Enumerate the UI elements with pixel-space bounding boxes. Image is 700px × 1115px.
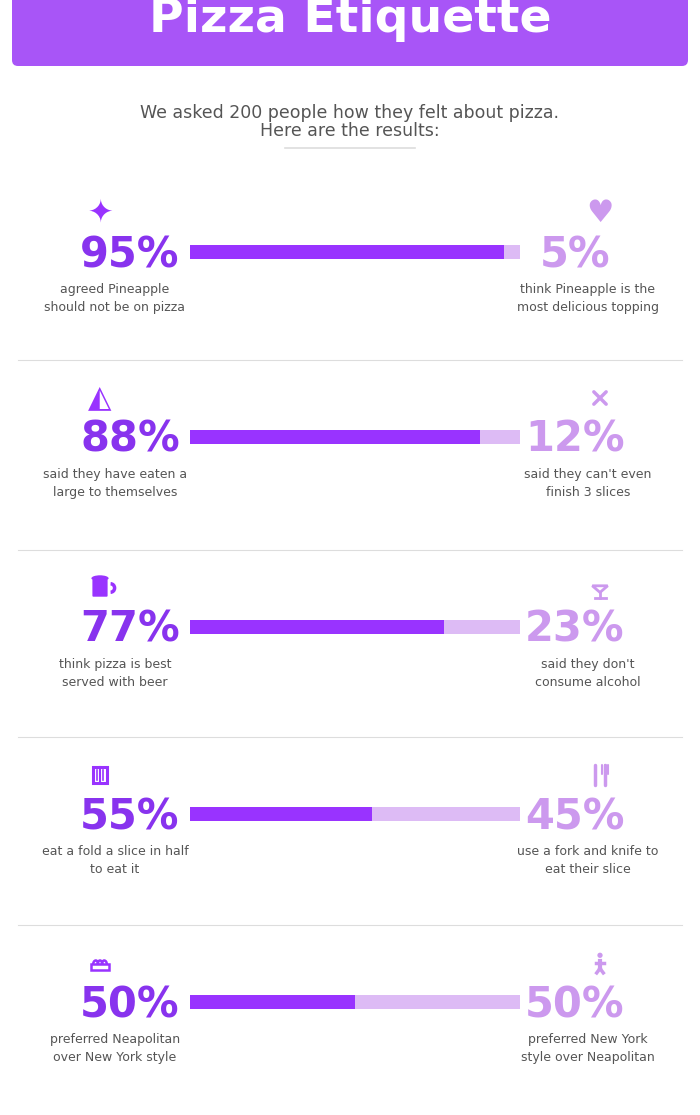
- Text: said they don't
consume alcohol: said they don't consume alcohol: [536, 658, 640, 689]
- Bar: [190, 995, 355, 1009]
- Text: eat a fold a slice in half
to eat it: eat a fold a slice in half to eat it: [41, 845, 188, 876]
- Text: think Pineapple is the
most delicious topping: think Pineapple is the most delicious to…: [517, 283, 659, 314]
- Bar: [190, 430, 520, 444]
- Bar: [93, 767, 106, 783]
- Bar: [190, 430, 480, 444]
- Text: Pizza Etiquette: Pizza Etiquette: [148, 0, 552, 42]
- Text: said they can't even
finish 3 slices: said they can't even finish 3 slices: [524, 468, 652, 500]
- Text: 95%: 95%: [80, 234, 180, 277]
- Text: preferred New York
style over Neapolitan: preferred New York style over Neapolitan: [521, 1032, 655, 1064]
- Text: ♥: ♥: [587, 198, 614, 227]
- Text: 12%: 12%: [525, 419, 625, 460]
- Text: think pizza is best
served with beer: think pizza is best served with beer: [59, 658, 172, 689]
- Text: We asked 200 people how they felt about pizza.: We asked 200 people how they felt about …: [141, 104, 559, 122]
- Text: said they have eaten a
large to themselves: said they have eaten a large to themselv…: [43, 468, 187, 500]
- Text: 77%: 77%: [80, 609, 180, 651]
- Text: ✦: ✦: [88, 198, 113, 227]
- Ellipse shape: [92, 575, 108, 581]
- Text: 55%: 55%: [80, 796, 180, 838]
- Text: 5%: 5%: [540, 234, 610, 277]
- Bar: [190, 807, 520, 821]
- FancyBboxPatch shape: [12, 0, 688, 66]
- Bar: [91, 964, 109, 970]
- Circle shape: [597, 952, 603, 958]
- Bar: [190, 995, 520, 1009]
- Bar: [190, 620, 444, 634]
- Text: use a fork and knife to
eat their slice: use a fork and knife to eat their slice: [517, 845, 659, 876]
- Text: agreed Pineapple
should not be on pizza: agreed Pineapple should not be on pizza: [45, 283, 186, 314]
- Bar: [190, 245, 520, 259]
- Text: ◭: ◭: [88, 384, 112, 413]
- Text: 50%: 50%: [525, 985, 625, 1026]
- Text: 23%: 23%: [525, 609, 625, 651]
- Text: 50%: 50%: [80, 985, 180, 1026]
- Bar: [190, 245, 503, 259]
- Text: 45%: 45%: [525, 796, 624, 838]
- Bar: [190, 807, 372, 821]
- Text: Here are the results:: Here are the results:: [260, 122, 440, 140]
- Bar: [190, 620, 520, 634]
- Text: 88%: 88%: [80, 419, 180, 460]
- FancyBboxPatch shape: [92, 580, 108, 597]
- Text: preferred Neapolitan
over New York style: preferred Neapolitan over New York style: [50, 1032, 180, 1064]
